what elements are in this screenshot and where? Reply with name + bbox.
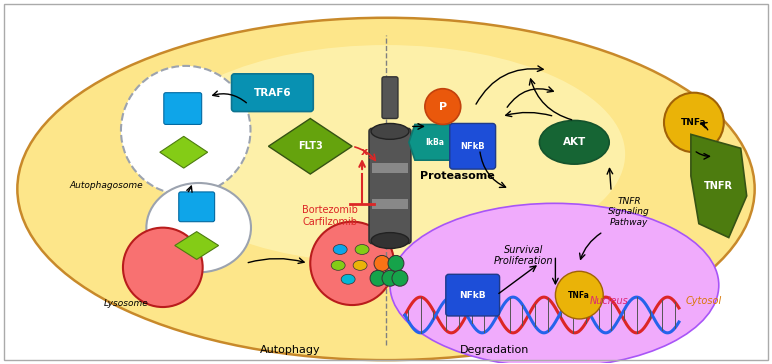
Ellipse shape	[390, 203, 719, 364]
Text: x: x	[361, 147, 367, 157]
Ellipse shape	[353, 260, 367, 270]
Text: NFkB: NFkB	[459, 290, 486, 300]
Text: AKT: AKT	[563, 137, 586, 147]
Polygon shape	[174, 232, 218, 260]
Bar	[372, 163, 408, 173]
Ellipse shape	[334, 245, 347, 254]
Ellipse shape	[371, 233, 409, 249]
Text: Survival
Proliferation: Survival Proliferation	[494, 245, 554, 266]
FancyBboxPatch shape	[179, 192, 215, 222]
Circle shape	[388, 256, 404, 271]
Text: Autophagosome: Autophagosome	[69, 182, 143, 190]
Text: P: P	[438, 102, 447, 112]
Bar	[372, 199, 408, 209]
Text: Proteasome: Proteasome	[420, 171, 495, 181]
Text: IkBa: IkBa	[425, 138, 445, 147]
Polygon shape	[269, 119, 352, 174]
Text: Nucleus: Nucleus	[590, 296, 628, 306]
Circle shape	[310, 222, 394, 305]
Circle shape	[555, 271, 603, 319]
Circle shape	[382, 270, 398, 286]
Ellipse shape	[331, 260, 345, 270]
FancyBboxPatch shape	[164, 93, 201, 124]
Text: TRAF6: TRAF6	[253, 88, 291, 98]
Text: Autophagy: Autophagy	[260, 345, 320, 355]
Ellipse shape	[147, 45, 625, 264]
Circle shape	[664, 93, 724, 152]
Ellipse shape	[540, 120, 609, 164]
Polygon shape	[160, 136, 208, 168]
Ellipse shape	[17, 18, 755, 360]
FancyBboxPatch shape	[450, 123, 496, 169]
Circle shape	[121, 66, 250, 195]
Text: TNFR: TNFR	[704, 181, 733, 191]
Text: Lysosome: Lysosome	[103, 298, 148, 308]
Polygon shape	[691, 134, 747, 238]
Circle shape	[425, 89, 461, 124]
Polygon shape	[409, 124, 475, 160]
FancyBboxPatch shape	[369, 128, 411, 244]
FancyBboxPatch shape	[382, 77, 398, 119]
FancyBboxPatch shape	[445, 274, 499, 316]
Ellipse shape	[355, 245, 369, 254]
Text: Cytosol: Cytosol	[686, 296, 722, 306]
Ellipse shape	[147, 183, 251, 272]
Circle shape	[392, 270, 408, 286]
FancyBboxPatch shape	[232, 74, 313, 111]
Text: TNFa: TNFa	[568, 290, 591, 300]
Circle shape	[123, 228, 203, 307]
Text: Bortezomib
Carfilzomib: Bortezomib Carfilzomib	[303, 205, 358, 226]
Text: TNFR
Signaling
Pathway: TNFR Signaling Pathway	[608, 197, 650, 227]
Text: NFkB: NFkB	[460, 142, 485, 151]
Ellipse shape	[341, 274, 355, 284]
Circle shape	[370, 270, 386, 286]
Text: Degradation: Degradation	[460, 345, 529, 355]
Text: FLT3: FLT3	[298, 141, 323, 151]
Text: TNFa: TNFa	[681, 118, 706, 127]
Circle shape	[374, 256, 390, 271]
Ellipse shape	[371, 123, 409, 139]
